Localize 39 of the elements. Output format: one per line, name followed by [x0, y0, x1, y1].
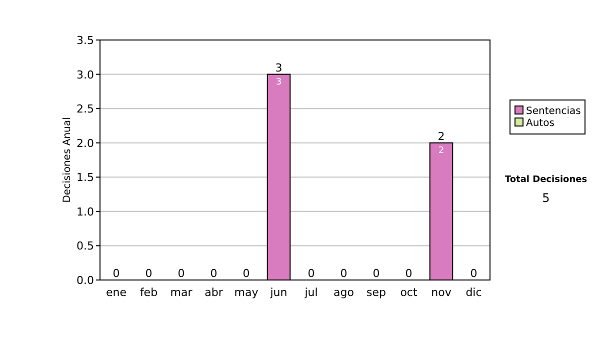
x-tick-label: ago — [334, 286, 354, 299]
total-label: 0 — [178, 267, 185, 280]
legend-label: Sentencias — [526, 106, 581, 117]
total-label: 0 — [145, 267, 152, 280]
x-tick-label: jul — [304, 286, 318, 299]
total-label: 0 — [470, 267, 478, 280]
y-tick-label: 3.0 — [76, 68, 94, 82]
y-axis-title: Decisiones Anual — [62, 117, 73, 203]
total-label: 0 — [112, 267, 120, 280]
x-tick-label: oct — [400, 286, 418, 299]
x-tick-label: jun — [269, 286, 288, 299]
y-tick-label: 3.5 — [76, 34, 94, 47]
total-label: 0 — [210, 267, 218, 280]
data-label: 3 — [276, 77, 282, 88]
x-tick-label: dic — [466, 286, 482, 299]
text: 5 — [542, 191, 550, 205]
x-tick-label: abr — [204, 286, 224, 299]
y-tick-label: 1.0 — [76, 205, 94, 218]
total-label: 0 — [372, 267, 380, 280]
legend-label: Autos — [526, 118, 554, 129]
total-label: 3 — [275, 61, 282, 74]
y-tick-label: 2.0 — [76, 136, 94, 150]
x-tick-label: feb — [140, 286, 158, 299]
total-label: 0 — [308, 267, 315, 280]
text: Total Decisiones — [504, 175, 588, 185]
x-tick-label: sep — [366, 286, 386, 299]
total-label: 0 — [340, 267, 348, 280]
total-label: 2 — [438, 130, 445, 143]
data-label: 2 — [438, 146, 444, 156]
total-label: 0 — [405, 267, 412, 280]
y-tick-label: 0.5 — [76, 240, 94, 253]
y-tick-label: 2.5 — [76, 102, 94, 116]
x-tick-label: may — [234, 286, 259, 299]
x-tick-label: ene — [106, 286, 127, 299]
x-tick-label: nov — [431, 286, 452, 299]
y-tick-label: 0.0 — [76, 274, 94, 287]
x-tick-label: mar — [170, 286, 193, 299]
total-label: 0 — [242, 267, 250, 280]
y-tick-label: 1.5 — [76, 171, 94, 184]
